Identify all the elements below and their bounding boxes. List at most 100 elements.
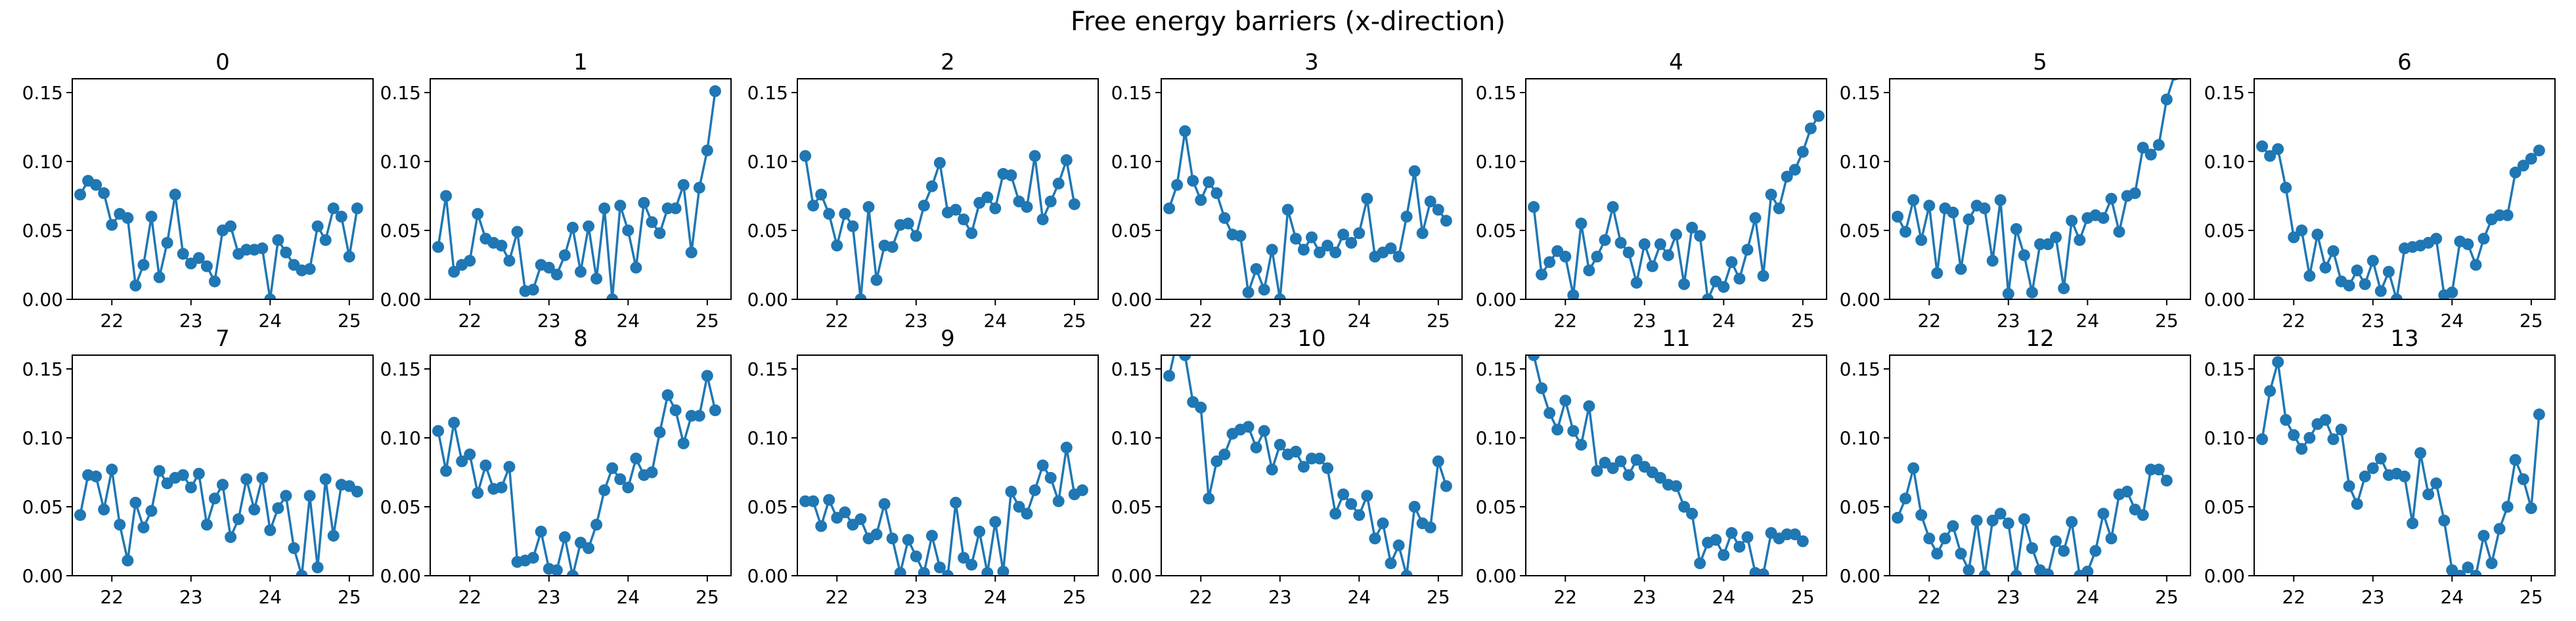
data-point [2533, 144, 2545, 157]
data-point [264, 524, 277, 536]
data-point [272, 502, 284, 515]
data-point [456, 455, 468, 467]
subplot-5: 5 0.00 0.05 0.10 0.15 22 23 24 25 [1840, 49, 2191, 332]
data-point [1551, 423, 1564, 436]
x-tick-label: 23 [1997, 586, 2020, 608]
data-point [1424, 521, 1436, 534]
series [74, 463, 363, 576]
x-tick-label: 25 [1791, 586, 1815, 608]
data-point [1678, 278, 1691, 290]
x-tick-label: 23 [1633, 310, 1656, 332]
data-point [2303, 432, 2316, 444]
data-point [654, 426, 666, 439]
data-point [1694, 557, 1706, 570]
data-point [2129, 187, 2141, 200]
data-point [479, 460, 492, 471]
data-point [1076, 484, 1088, 496]
series [1892, 79, 2179, 299]
axes-frame [1889, 354, 2191, 576]
data-point [2366, 255, 2379, 267]
data-point [583, 220, 595, 232]
x-tick-label: 23 [1268, 310, 1292, 332]
subplot-2: 2 0.00 0.05 0.10 0.15 22 23 24 25 [747, 49, 1099, 332]
data-point [847, 220, 859, 232]
data-point [2288, 231, 2300, 244]
y-tick-label: 0.00 [380, 289, 421, 310]
data-point [1907, 194, 1920, 206]
data-point [1013, 501, 1025, 513]
data-point [2042, 568, 2054, 576]
data-point [1005, 169, 1017, 181]
data-point [106, 219, 118, 231]
data-point [1210, 455, 1223, 467]
data-point [669, 404, 682, 416]
data-point [1978, 202, 1991, 215]
data-point [2343, 480, 2355, 492]
data-point [1955, 263, 1967, 275]
data-point [831, 240, 843, 252]
x-tick-label: 25 [338, 586, 361, 608]
data-point [464, 255, 476, 267]
data-point [1361, 192, 1373, 205]
x-tick-label: 23 [179, 586, 203, 608]
data-point [1741, 531, 1754, 544]
x-tick-label: 22 [1553, 586, 1577, 608]
y-tick-label: 0.00 [1840, 565, 1880, 587]
data-point [2010, 570, 2022, 576]
data-point [343, 250, 355, 263]
data-point [950, 203, 962, 216]
data-point [1440, 480, 1452, 492]
data-point [2470, 570, 2482, 576]
data-point [264, 293, 277, 299]
x-tick-label: 23 [179, 310, 203, 332]
subplot-title: 0 [215, 49, 230, 75]
data-point [1994, 194, 2007, 206]
data-point [1440, 215, 1452, 227]
x-tick-label: 24 [2440, 310, 2464, 332]
series [432, 370, 721, 576]
data-point [1369, 532, 1381, 545]
data-point [1266, 244, 1278, 256]
y-tick-label: 0.00 [1111, 565, 1152, 587]
data-point [1337, 488, 1350, 501]
data-point [855, 513, 867, 525]
subplot-10: 10 0.00 0.05 0.10 0.15 22 23 24 25 [1111, 326, 1463, 608]
subplot-title: 3 [1304, 49, 1319, 75]
data-point [614, 200, 627, 212]
y-tick-label: 0.00 [1476, 289, 1517, 310]
x-tick-label: 24 [616, 586, 640, 608]
data-point [2280, 181, 2292, 194]
data-point [823, 494, 835, 506]
data-point [799, 150, 812, 162]
data-point [2351, 498, 2363, 510]
subplot-1: 1 0.00 0.05 0.10 0.15 22 23 24 25 [380, 49, 732, 332]
data-point [296, 570, 308, 576]
subplot-0: 0 0.00 0.05 0.10 0.15 22 23 24 25 [22, 49, 374, 332]
data-point [98, 187, 110, 200]
data-point [1068, 198, 1080, 211]
y-tick-label: 0.05 [1840, 496, 1880, 518]
data-point [2327, 433, 2340, 446]
data-point [1258, 284, 1270, 296]
y-tick-label: 0.15 [1111, 358, 1152, 380]
data-point [2010, 223, 2022, 235]
y-tick-label: 0.05 [22, 496, 63, 518]
y-tick-label: 0.10 [22, 427, 63, 449]
data-point [1931, 547, 1943, 560]
data-point [1044, 471, 1057, 484]
data-point [1702, 293, 1714, 299]
y-tick-label: 0.05 [2204, 220, 2245, 242]
data-point [543, 261, 555, 274]
data-point [598, 484, 611, 496]
data-point [823, 207, 835, 220]
data-point [862, 201, 875, 213]
data-point [942, 570, 954, 576]
data-point [2303, 270, 2316, 282]
x-tick-label: 25 [2155, 586, 2179, 608]
data-point [981, 191, 994, 203]
data-point [2256, 140, 2269, 152]
subplot-11: 11 0.00 0.05 0.10 0.15 22 23 24 25 [1476, 326, 1827, 608]
data-point [2264, 385, 2276, 397]
data-point [630, 261, 642, 274]
